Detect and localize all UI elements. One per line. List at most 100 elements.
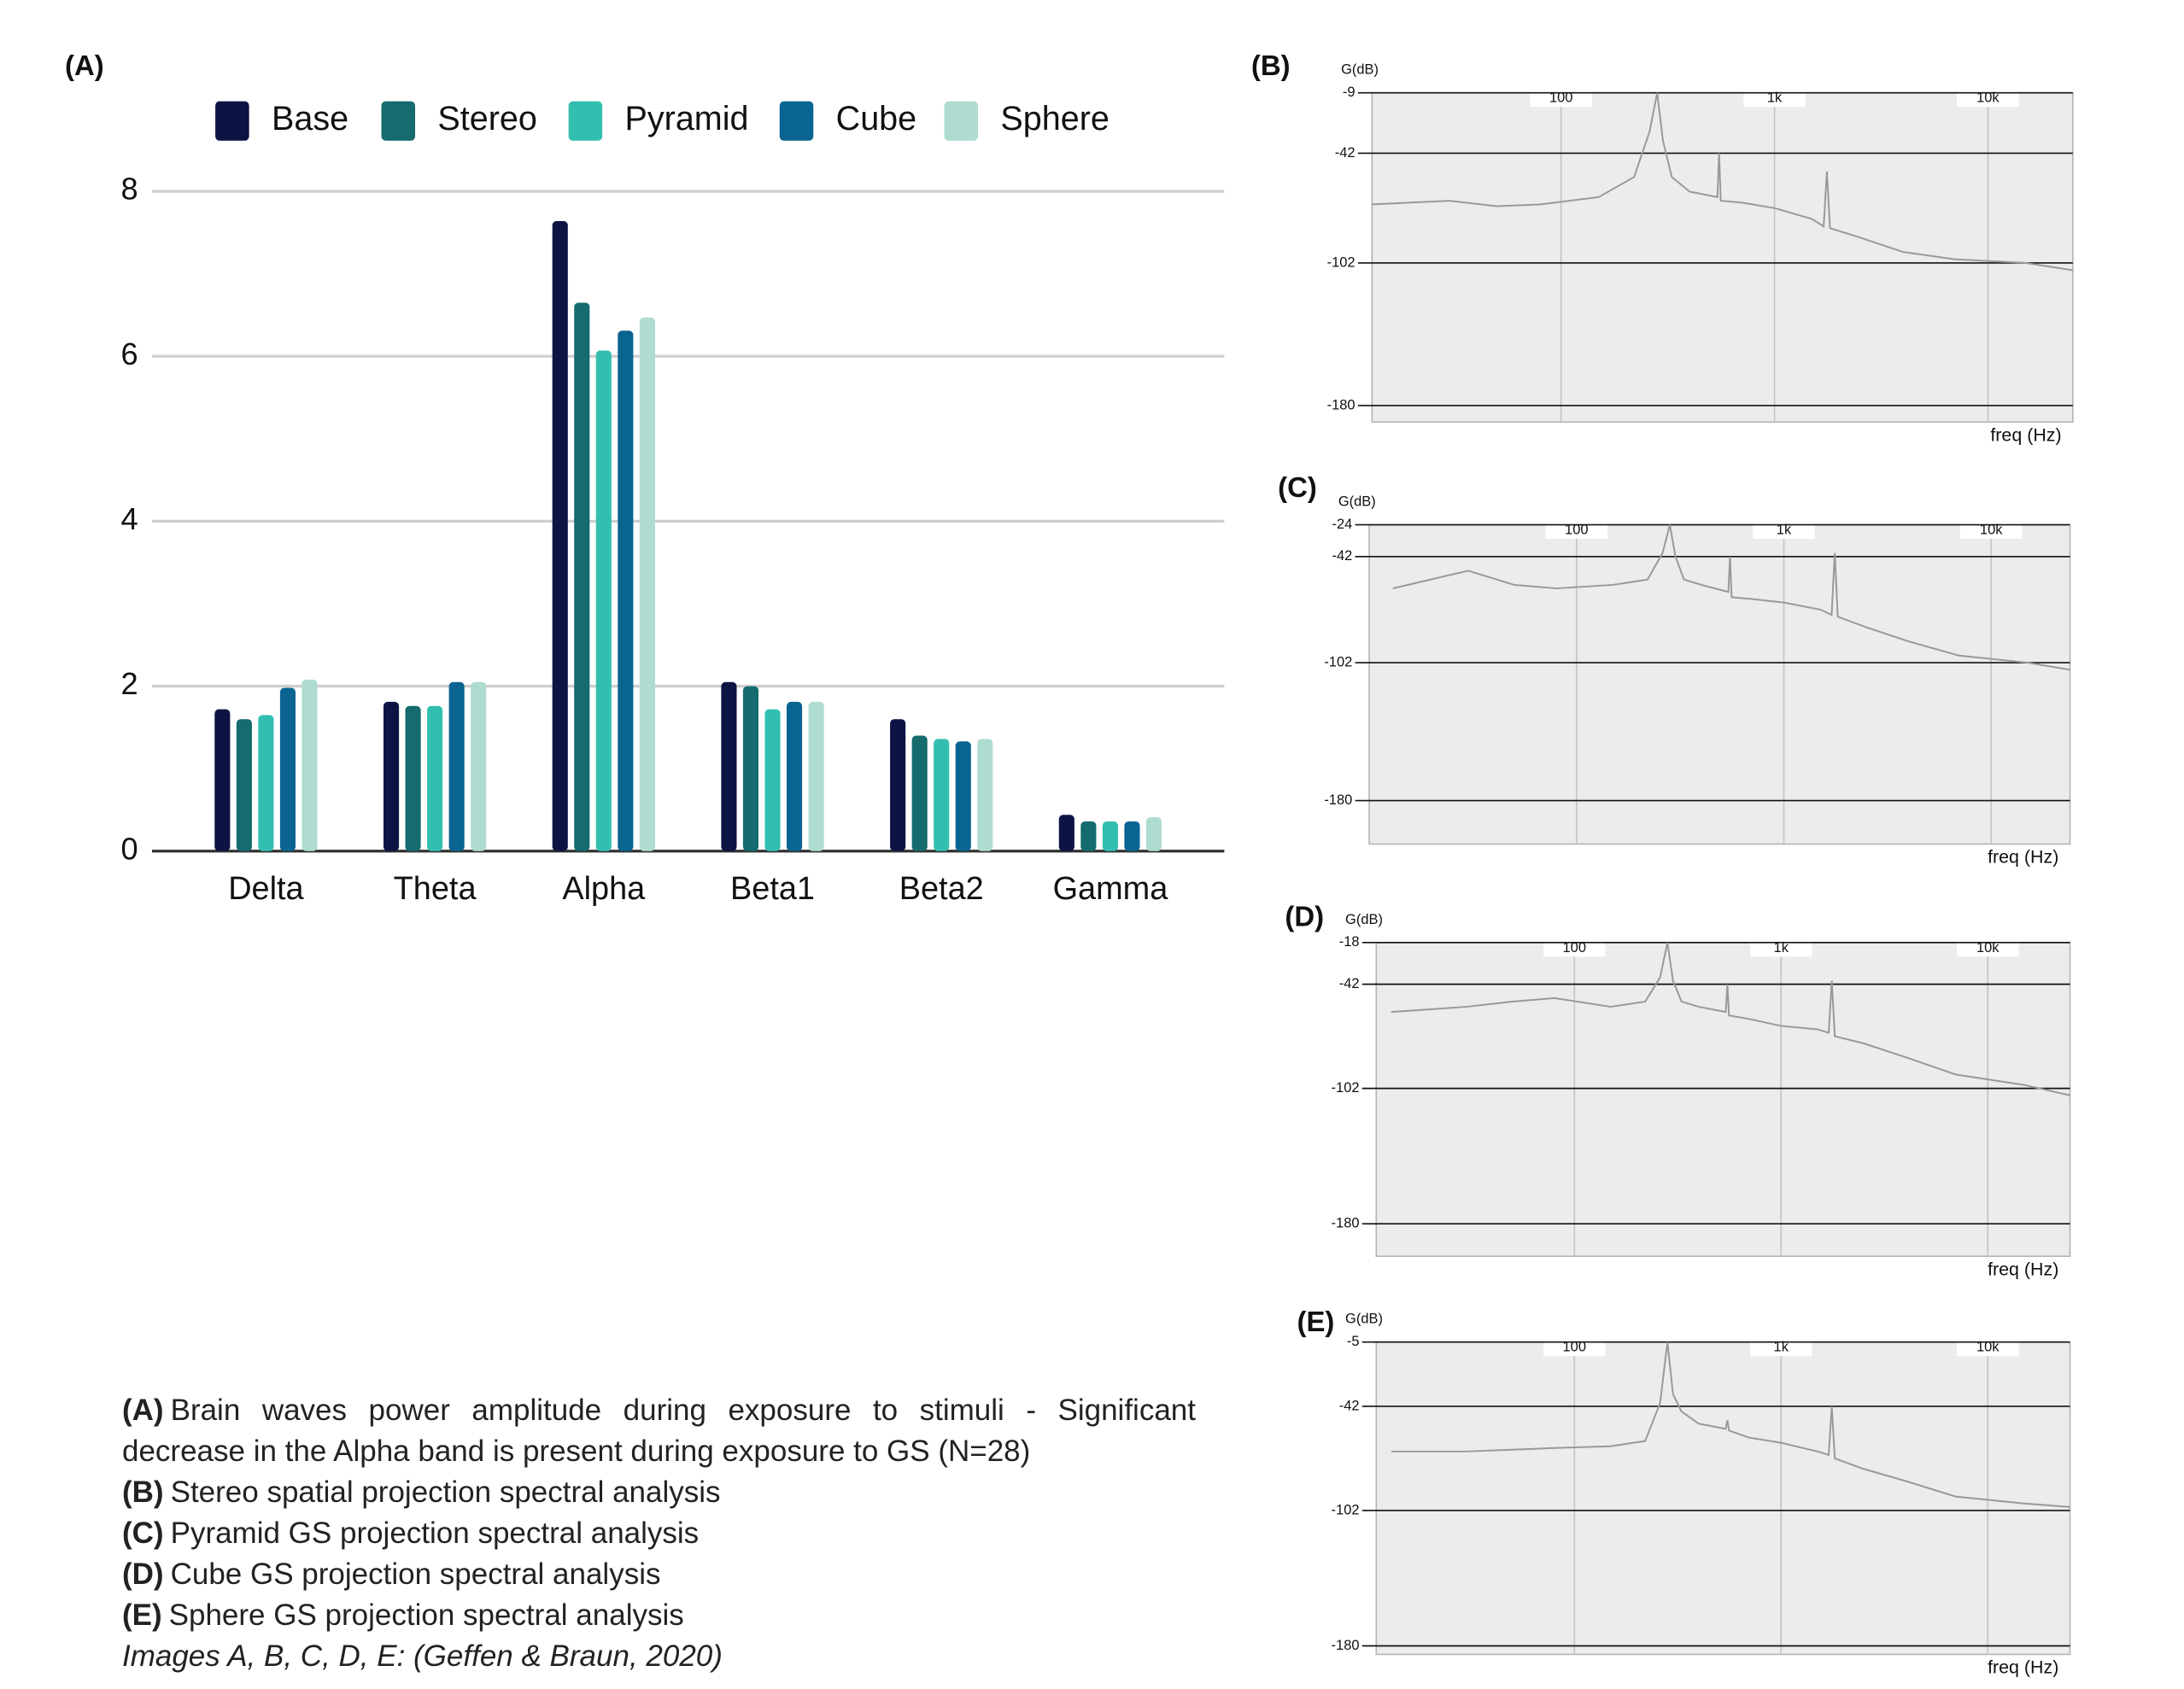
bar [639,317,655,851]
legend-swatch [944,101,979,141]
caption-text: Pyramid GS projection spectral analysis [170,1517,700,1550]
x-tick-label-bg [1959,523,2023,539]
x-axis-label: freq (Hz) [1988,847,2058,868]
y-tick-label: -42 [1332,548,1352,564]
x-axis-label: freq (Hz) [1988,1657,2058,1678]
y-axis-label: G(dB) [1345,1312,1383,1327]
bar [427,705,443,851]
spectrum-line [1391,1341,2070,1508]
bar [1124,821,1140,851]
caption-text: Sphere GS projection spectral analysis [168,1598,684,1632]
y-tick-label: 4 [121,501,138,536]
y-axis-label: G(dB) [1341,62,1379,78]
x-tick-label-bg [1753,523,1815,539]
panel-label: (D) [1285,901,1324,932]
y-tick-label: -180 [1327,397,1355,412]
bar [279,687,296,851]
y-tick-label: 2 [121,666,138,701]
plot-background [1375,1341,2071,1656]
y-tick-label: 6 [121,336,138,371]
caption-text: Cube GS projection spectral analysis [170,1558,661,1591]
x-tick-label: 1k [1774,1340,1789,1355]
plot-background [1375,942,2071,1258]
x-tick-label: 10k [1980,522,2003,537]
plot-background [1368,523,2071,845]
bar [764,709,781,851]
bar [721,681,737,851]
legend-swatch [215,101,249,141]
legend-label: Pyramid [625,100,749,137]
y-tick-label: 8 [121,172,138,207]
y-tick-label: -180 [1332,1638,1360,1653]
caption-item: (B) Stereo spatial projection spectral an… [122,1472,1196,1513]
x-tick-label-bg [1957,91,2019,108]
legend-label: Sphere [1000,100,1109,137]
bar [383,701,400,851]
legend-label: Cube [836,100,917,137]
spectrum-line [1372,92,2073,272]
legend-swatch [779,101,814,141]
bar [618,330,634,851]
y-tick-label: -102 [1332,1080,1360,1096]
bar [955,741,971,851]
panel-label: (A) [65,50,104,81]
x-tick-label: 10k [1976,1340,2000,1355]
spectrum-line [1391,942,2070,1096]
spectrum-line [1392,524,2070,671]
x-tick-label-bg [1543,1341,1606,1357]
bar [808,701,824,851]
y-axis-label: G(dB) [1338,494,1376,510]
bar [236,719,252,851]
legend-swatch [568,101,603,141]
y-axis-label: G(dB) [1345,912,1383,927]
bar [977,739,993,851]
x-axis-label: freq (Hz) [1990,424,2061,445]
y-tick-label: -102 [1324,654,1352,669]
caption-item: (C) Pyramid GS projection spectral analys… [122,1513,1196,1554]
x-tick-label-bg [1743,91,1806,108]
caption-text: Stereo spatial projection spectral analy… [170,1476,721,1509]
panel-label: (B) [1251,50,1291,81]
y-tick-label: -180 [1324,792,1352,808]
x-tick-label-bg [1530,91,1592,108]
x-tick-label: Beta2 [899,871,984,907]
x-tick-label: 10k [1976,940,2000,956]
x-tick-label-bg [1956,941,2019,957]
bar [1058,815,1074,851]
y-tick-label: -9 [1343,85,1355,100]
caption-label: (A) [122,1394,164,1427]
x-tick-label: 100 [1565,522,1588,537]
caption-source: Images A, B, C, D, E: (Geffen & Braun, 2… [122,1639,723,1673]
legend-label: Stereo [437,100,536,137]
x-tick-label: 100 [1563,1340,1586,1355]
bar [405,705,421,851]
x-tick-label: 100 [1549,91,1572,106]
bar [448,681,465,851]
y-tick-label: -18 [1339,934,1360,950]
bar [1080,821,1097,851]
caption-label: (D) [122,1558,164,1591]
caption-item: (A) Brain waves power amplitude during ex… [122,1390,1196,1472]
x-tick-label: 1k [1767,91,1783,106]
bar [911,735,928,851]
x-tick-label-bg [1749,1341,1812,1357]
bar [552,220,568,851]
y-tick-label: -102 [1327,254,1355,270]
bar [258,715,274,851]
bar [574,302,590,851]
x-axis-label: freq (Hz) [1988,1259,2058,1279]
bar [934,739,950,851]
caption: (A) Brain waves power amplitude during ex… [122,1390,1196,1677]
panel-label: (E) [1297,1306,1335,1337]
x-tick-label-bg [1545,523,1608,539]
x-tick-label: Theta [394,871,477,907]
x-tick-label: Alpha [562,871,646,907]
caption-item: (E) Sphere GS projection spectral analysi… [122,1595,1196,1636]
bar [890,719,906,851]
legend-swatch [381,101,416,141]
y-tick-label: -24 [1332,517,1352,532]
x-tick-label: Delta [228,871,304,907]
y-tick-label: 0 [121,831,138,866]
